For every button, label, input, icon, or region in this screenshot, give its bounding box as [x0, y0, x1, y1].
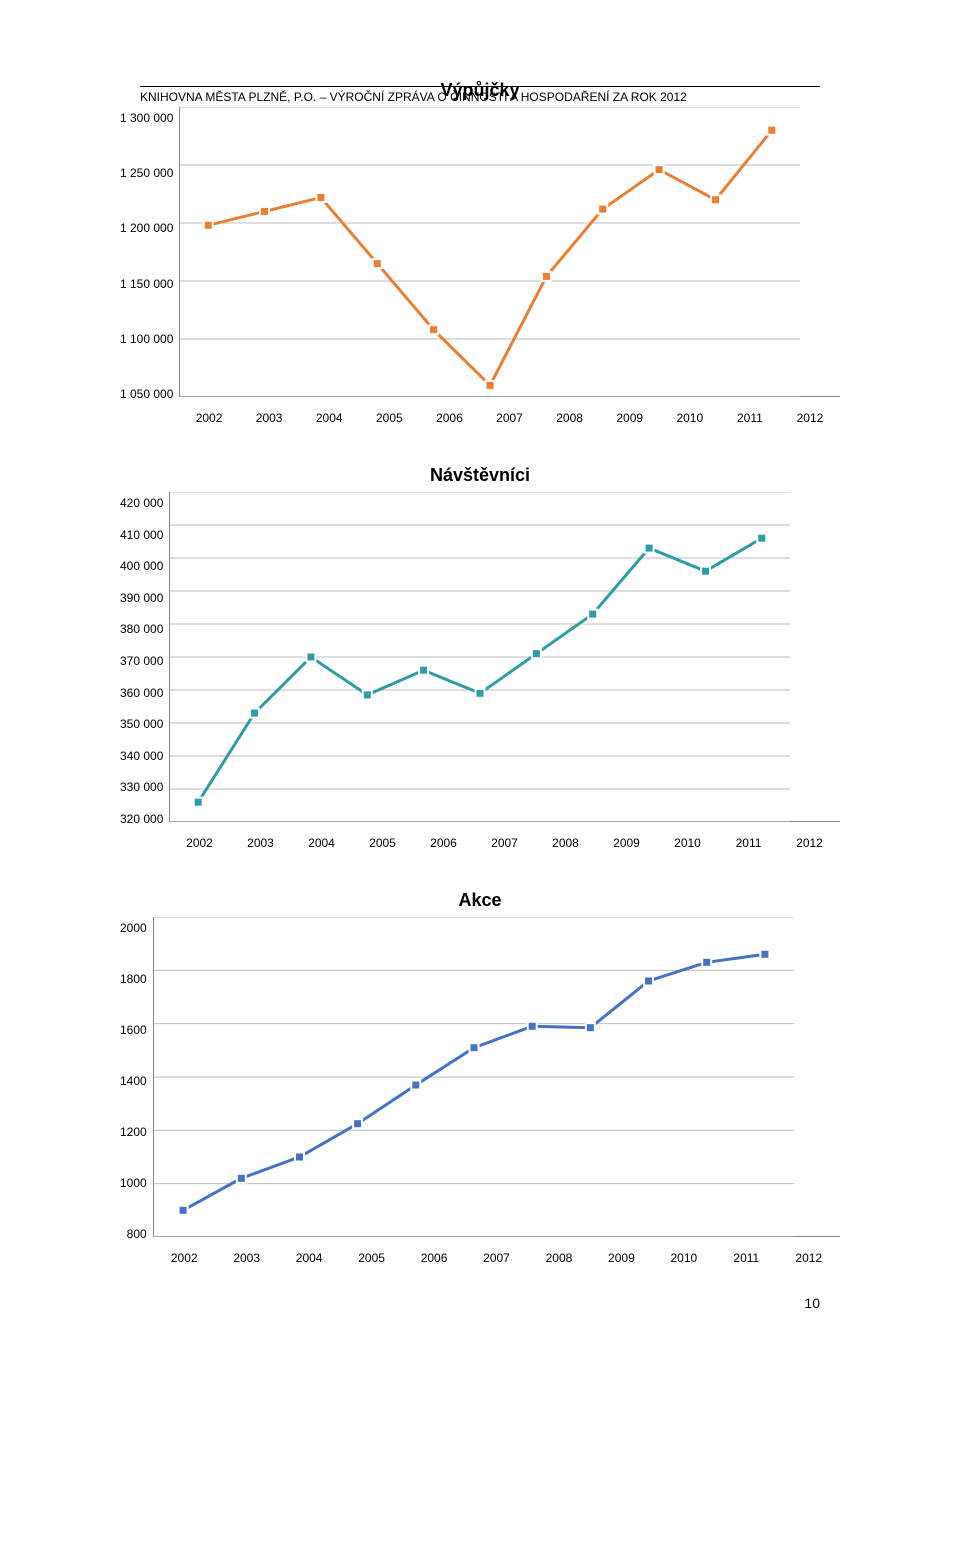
x-axis-labels: 2002200320042005200620072008200920102011…: [120, 1245, 840, 1265]
y-tick-label: 330 000: [120, 780, 163, 794]
plot-wrap: 2000 1800 1600 1400 1200 1000 800: [120, 917, 840, 1245]
x-tick-label: 2006: [419, 411, 479, 425]
x-tick-label: 2003: [215, 1251, 277, 1265]
x-tick-label: 2006: [413, 836, 474, 850]
y-tick-label: 1 150 000: [120, 277, 173, 291]
x-tick-label: 2003: [230, 836, 291, 850]
x-tick-label: 2011: [718, 836, 779, 850]
y-tick-label: 1600: [120, 1023, 147, 1037]
y-tick-label: 1 200 000: [120, 221, 173, 235]
y-tick-label: 2000: [120, 921, 147, 935]
x-tick-label: 2012: [778, 1251, 840, 1265]
x-tick-label: 2011: [720, 411, 780, 425]
x-tick-label: 2002: [179, 411, 239, 425]
page: KNIHOVNA MĚSTA PLZNĚ, P.O. – VÝROČNÍ ZPR…: [0, 80, 960, 1311]
y-tick-label: 320 000: [120, 812, 163, 826]
y-tick-label: 340 000: [120, 749, 163, 763]
plot-wrap: 1 300 000 1 250 000 1 200 000 1 150 000 1 10…: [120, 107, 840, 405]
x-tick-label: 2007: [465, 1251, 527, 1265]
y-tick-label: 380 000: [120, 622, 163, 636]
plot-area: [153, 917, 840, 1237]
chart-vypujcky: Výpůjčky 1 300 000 1 250 000 1 200 000 1 15…: [120, 80, 840, 425]
y-tick-label: 420 000: [120, 496, 163, 510]
x-tick-label: 2003: [239, 411, 299, 425]
y-tick-label: 1 250 000: [120, 166, 173, 180]
y-tick-label: 1 100 000: [120, 332, 173, 346]
x-axis-labels: 2002200320042005200620072008200920102011…: [120, 405, 840, 425]
plot-area: [169, 492, 840, 822]
x-tick-label: 2002: [153, 1251, 215, 1265]
chart-akce: Akce 200018001600140012001000800 2002200…: [120, 890, 840, 1265]
y-tick-label: 410 000: [120, 528, 163, 542]
y-axis-labels: 1 300 000 1 250 000 1 200 000 1 150 000 1 10…: [120, 107, 179, 405]
y-tick-label: 390 000: [120, 591, 163, 605]
x-tick-label: 2011: [715, 1251, 777, 1265]
y-tick-label: 1000: [120, 1176, 147, 1190]
y-tick-label: 800: [120, 1227, 147, 1241]
y-tick-label: 350 000: [120, 717, 163, 731]
x-tick-label: 2007: [479, 411, 539, 425]
y-tick-label: 1400: [120, 1074, 147, 1088]
x-tick-label: 2005: [340, 1251, 402, 1265]
x-tick-label: 2010: [653, 1251, 715, 1265]
chart-title: Akce: [120, 890, 840, 911]
chart-navstevnici: Návštěvníci 420 000 410 000 400 000 390 000…: [120, 465, 840, 850]
y-axis-labels: 2000 1800 1600 1400 1200 1000 800: [120, 917, 153, 1245]
x-tick-label: 2007: [474, 836, 535, 850]
y-tick-label: 400 000: [120, 559, 163, 573]
y-tick-label: 1200: [120, 1125, 147, 1139]
x-tick-label: 2004: [291, 836, 352, 850]
x-tick-label: 2004: [299, 411, 359, 425]
y-axis-labels: 420 000 410 000 400 000 390 000 380 000 370 0…: [120, 492, 169, 830]
x-tick-label: 2012: [779, 836, 840, 850]
x-tick-label: 2008: [528, 1251, 590, 1265]
x-tick-label: 2009: [600, 411, 660, 425]
page-number: 10: [0, 1295, 960, 1311]
x-tick-label: 2005: [352, 836, 413, 850]
plot-wrap: 420 000 410 000 400 000 390 000 380 000 370 0…: [120, 492, 840, 830]
x-tick-label: 2002: [169, 836, 230, 850]
x-tick-label: 2004: [278, 1251, 340, 1265]
chart-title: Návštěvníci: [120, 465, 840, 486]
x-tick-label: 2006: [403, 1251, 465, 1265]
y-tick-label: 360 000: [120, 686, 163, 700]
x-tick-label: 2005: [359, 411, 419, 425]
x-tick-label: 2010: [657, 836, 718, 850]
y-tick-label: 370 000: [120, 654, 163, 668]
plot-area: [179, 107, 840, 397]
x-axis-labels: 2002200320042005200620072008200920102011…: [120, 830, 840, 850]
x-tick-label: 2012: [780, 411, 840, 425]
x-tick-label: 2009: [590, 1251, 652, 1265]
x-tick-label: 2010: [660, 411, 720, 425]
chart-title: Výpůjčky: [120, 80, 840, 101]
y-tick-label: 1 050 000: [120, 387, 173, 401]
y-tick-label: 1 300 000: [120, 111, 173, 125]
y-tick-label: 1800: [120, 972, 147, 986]
x-tick-label: 2009: [596, 836, 657, 850]
x-tick-label: 2008: [535, 836, 596, 850]
x-tick-label: 2008: [540, 411, 600, 425]
